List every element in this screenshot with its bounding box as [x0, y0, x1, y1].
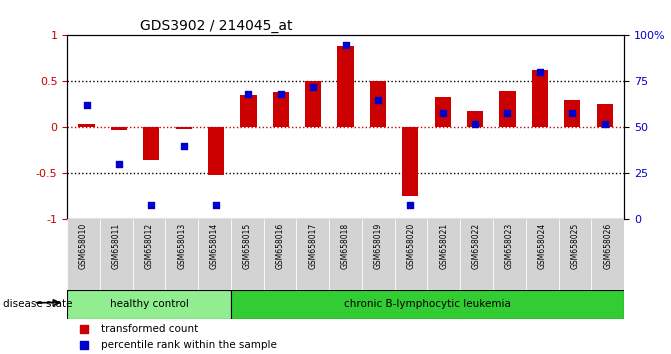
- Bar: [564, 100, 580, 127]
- FancyBboxPatch shape: [558, 219, 591, 290]
- FancyBboxPatch shape: [526, 219, 558, 290]
- FancyBboxPatch shape: [329, 219, 362, 290]
- Bar: [79, 124, 95, 127]
- FancyBboxPatch shape: [231, 219, 264, 290]
- Point: [405, 202, 416, 207]
- Text: GSM658015: GSM658015: [243, 223, 252, 269]
- Point: [81, 103, 92, 108]
- FancyBboxPatch shape: [165, 219, 198, 290]
- Point: [308, 84, 319, 90]
- FancyBboxPatch shape: [133, 219, 165, 290]
- FancyBboxPatch shape: [591, 219, 624, 290]
- Text: GSM658013: GSM658013: [177, 223, 187, 269]
- Bar: [143, 127, 160, 160]
- Text: chronic B-lymphocytic leukemia: chronic B-lymphocytic leukemia: [344, 299, 511, 309]
- Text: GSM658012: GSM658012: [144, 223, 154, 269]
- Text: percentile rank within the sample: percentile rank within the sample: [101, 340, 276, 350]
- FancyBboxPatch shape: [493, 219, 526, 290]
- Point: [178, 143, 189, 149]
- Bar: [240, 95, 256, 127]
- Point: [470, 121, 480, 127]
- Bar: [208, 127, 224, 175]
- Bar: [338, 46, 354, 127]
- Text: GSM658018: GSM658018: [341, 223, 350, 269]
- Bar: [176, 127, 192, 129]
- Text: transformed count: transformed count: [101, 324, 198, 334]
- Point: [243, 91, 254, 97]
- Text: GSM658017: GSM658017: [308, 223, 317, 269]
- Point: [275, 91, 286, 97]
- Text: GSM658024: GSM658024: [537, 223, 547, 269]
- Text: GSM658023: GSM658023: [505, 223, 514, 269]
- Point: [502, 110, 513, 115]
- Bar: [272, 92, 289, 127]
- FancyBboxPatch shape: [264, 219, 297, 290]
- Text: GSM658021: GSM658021: [440, 223, 448, 269]
- Bar: [531, 70, 548, 127]
- Text: GSM658026: GSM658026: [603, 223, 612, 269]
- Text: GDS3902 / 214045_at: GDS3902 / 214045_at: [140, 19, 292, 33]
- Text: GSM658011: GSM658011: [112, 223, 121, 269]
- FancyBboxPatch shape: [198, 219, 231, 290]
- FancyBboxPatch shape: [395, 219, 427, 290]
- Text: GSM658019: GSM658019: [374, 223, 383, 269]
- Point: [211, 202, 221, 207]
- Text: disease state: disease state: [3, 299, 73, 309]
- FancyBboxPatch shape: [427, 219, 460, 290]
- FancyBboxPatch shape: [297, 219, 329, 290]
- Point: [146, 202, 156, 207]
- Bar: [111, 127, 127, 130]
- Point: [79, 326, 89, 332]
- Point: [340, 42, 351, 47]
- Bar: [597, 104, 613, 127]
- Text: healthy control: healthy control: [109, 299, 189, 309]
- Bar: [435, 97, 451, 127]
- Point: [113, 161, 124, 167]
- Text: GSM658022: GSM658022: [472, 223, 481, 269]
- Point: [535, 69, 546, 75]
- Point: [372, 97, 383, 103]
- Text: GSM658014: GSM658014: [210, 223, 219, 269]
- Bar: [499, 91, 515, 127]
- Point: [437, 110, 448, 115]
- Text: GSM658020: GSM658020: [407, 223, 415, 269]
- FancyBboxPatch shape: [100, 219, 133, 290]
- Point: [599, 121, 610, 127]
- Point: [567, 110, 578, 115]
- Bar: [402, 127, 419, 196]
- FancyBboxPatch shape: [231, 290, 624, 319]
- FancyBboxPatch shape: [460, 219, 493, 290]
- FancyBboxPatch shape: [67, 290, 231, 319]
- Text: GSM658025: GSM658025: [570, 223, 579, 269]
- Text: GSM658010: GSM658010: [79, 223, 88, 269]
- Bar: [370, 81, 386, 127]
- Text: GSM658016: GSM658016: [276, 223, 285, 269]
- Bar: [467, 111, 483, 127]
- FancyBboxPatch shape: [362, 219, 395, 290]
- Point: [79, 342, 89, 348]
- Bar: [305, 81, 321, 127]
- FancyBboxPatch shape: [67, 219, 100, 290]
